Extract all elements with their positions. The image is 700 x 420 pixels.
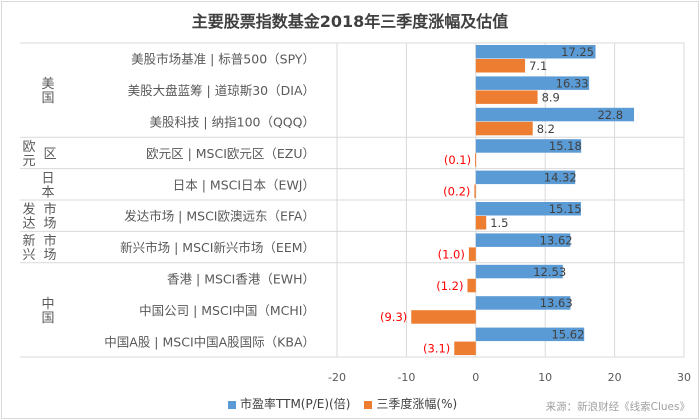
data-label-change: (3.1) [423, 342, 450, 356]
data-label-change: (0.2) [443, 185, 470, 199]
bar-change [474, 184, 476, 199]
data-label-pe: 22.8 [597, 108, 623, 122]
bar-pe [475, 107, 635, 122]
data-label-pe: 15.62 [551, 328, 584, 342]
group-label-char: 区 [43, 147, 56, 162]
group-label-char: 日 [41, 171, 54, 186]
data-label-change: (1.0) [438, 247, 465, 261]
bar-change [475, 121, 533, 136]
data-label-pe: 15.15 [549, 202, 582, 216]
category-label: 新兴市场 | MSCI新兴市场（EEM） [120, 240, 315, 255]
group-label-char: 美 [41, 77, 54, 92]
legend-label-change: 三季度涨幅(%) [376, 397, 458, 411]
data-label-change: (9.3) [380, 310, 407, 324]
category-label: 中国A股 | MSCI中国A股国际（KBA） [104, 334, 315, 349]
group-label-char: 发 [22, 202, 35, 218]
group-label-char: 场 [43, 217, 56, 232]
data-label-pe: 13.62 [540, 233, 573, 247]
category-label: 日本 | MSCI日本（EWJ） [173, 177, 315, 192]
x-tick-label: 10 [538, 371, 552, 384]
bar-change [454, 341, 476, 356]
group-label-char: 场 [43, 248, 56, 263]
data-label-change: 7.1 [529, 59, 547, 73]
category-label: 香港 | MSCI香港（EWH） [167, 272, 315, 287]
legend-label-pe: 市盈率TTM(P/E)(倍) [240, 397, 351, 411]
data-label-change: (0.1) [444, 153, 471, 167]
bar-pe [475, 296, 571, 310]
group-label-char: 国 [41, 311, 54, 326]
legend-swatch-pe [228, 400, 236, 409]
bar-pe [475, 202, 581, 216]
category-label: 美股市场基准 | 标普500（SPY） [131, 52, 315, 67]
data-label-pe: 16.33 [556, 76, 589, 90]
bar-change [411, 310, 476, 324]
group-label-char: 本 [41, 185, 54, 200]
group-label-char: 新 [22, 233, 35, 249]
group-label-char: 元 [22, 154, 35, 169]
data-label-pe: 12.53 [533, 265, 566, 279]
category-label: 欧元区 | MSCI欧元区（EZU） [146, 146, 315, 161]
category-label: 美股科技 | 纳指100（QQQ） [149, 115, 315, 130]
x-tick-label: 30 [677, 371, 691, 384]
data-label-pe: 13.63 [540, 296, 573, 310]
chart-title: 主要股票指数基金2018年三季度涨幅及估值 [191, 12, 509, 31]
source-note: 来源：新浪财经《线索Clues》 [545, 401, 690, 413]
group-label-char: 兴 [22, 248, 35, 263]
legend: 市盈率TTM(P/E)(倍) 三季度涨幅(%) [228, 395, 457, 412]
data-label-pe: 17.25 [561, 45, 594, 59]
group-label-char: 中 [41, 297, 54, 312]
category-label: 中国公司 | MSCI中国（MCHI） [139, 303, 315, 318]
legend-item-pe: 市盈率TTM(P/E)(倍) [228, 395, 350, 412]
bar-change [475, 153, 477, 167]
group-label-char: 达 [22, 217, 35, 232]
bar-change [475, 216, 487, 230]
data-label-change: 8.9 [542, 90, 560, 104]
group-label-char: 国 [41, 91, 54, 106]
x-tick-label: 0 [472, 371, 479, 384]
x-tick-label: -10 [397, 371, 415, 384]
data-label-change: 1.5 [490, 216, 508, 230]
data-label-change: (1.2) [436, 279, 463, 293]
bar-change [468, 247, 476, 261]
bar-pe [475, 327, 585, 342]
bar-pe [475, 233, 571, 247]
bar-change [475, 90, 538, 104]
bar-pe [475, 139, 582, 153]
bar-pe [475, 170, 576, 185]
bar-pe [475, 76, 590, 90]
group-label-char: 市 [43, 202, 56, 218]
data-label-pe: 14.32 [544, 171, 577, 185]
group-label-char: 市 [43, 233, 56, 249]
group-label-char: 欧 [22, 140, 35, 155]
x-tick-label: 20 [608, 371, 622, 384]
data-label-change: 8.2 [537, 122, 555, 136]
bar-change [475, 59, 526, 73]
bar-pe [475, 45, 596, 59]
x-tick-label: -20 [328, 371, 346, 384]
bar-change [467, 278, 476, 293]
category-label: 美股大盘蓝筹 | 道琼斯30（DIA） [128, 83, 315, 98]
category-label: 发达市场 | MSCI欧澳远东（EFA） [124, 209, 315, 224]
bar-pe [475, 264, 563, 279]
legend-swatch-change [364, 400, 373, 409]
legend-item-change: 三季度涨幅(%) [364, 395, 457, 412]
data-label-pe: 15.18 [549, 139, 582, 153]
